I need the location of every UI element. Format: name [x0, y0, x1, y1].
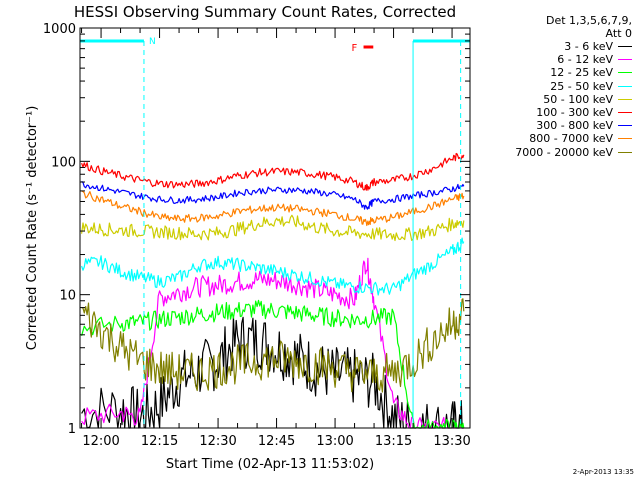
- legend-entry-label: 25 - 50 keV: [550, 79, 613, 93]
- legend-entry-label: 100 - 300 keV: [536, 106, 613, 120]
- x-tick-label: 13:00: [316, 434, 353, 449]
- x-axis-label: Start Time (02-Apr-13 11:53:02): [166, 457, 374, 472]
- legend-entry-label: 3 - 6 keV: [564, 40, 613, 54]
- series-line-6: [81, 180, 465, 210]
- legend-entry: 300 - 800 keV: [486, 119, 632, 132]
- legend-swatch: [618, 125, 632, 127]
- y-tick-label: 100: [51, 155, 76, 170]
- legend-entry-label: 800 - 7000 keV: [529, 132, 613, 146]
- legend-entry: 800 - 7000 keV: [486, 132, 632, 145]
- generation-date: 2-Apr-2013 13:35: [572, 468, 634, 476]
- series-line-1: [81, 257, 464, 429]
- series-line-8: [81, 298, 465, 393]
- y-tick-label: 1000: [43, 22, 76, 37]
- legend-entry-label: 300 - 800 keV: [536, 119, 613, 133]
- legend-entry-label: 12 - 25 keV: [550, 66, 613, 80]
- flare-flag-label: F: [352, 43, 358, 54]
- legend-swatch: [618, 59, 632, 61]
- y-axis-label: Corrected Count Rate (s⁻¹ detector⁻¹): [25, 106, 40, 351]
- legend-entry: 6 - 12 keV: [486, 53, 632, 66]
- series-line-3: [81, 237, 465, 296]
- x-tick-label: 12:45: [258, 434, 295, 449]
- legend-entry-label: 50 - 100 keV: [543, 92, 613, 106]
- x-tick-label: 12:15: [141, 434, 178, 449]
- legend-swatch: [618, 151, 632, 153]
- legend-header-attenuator: Att 0: [605, 27, 632, 40]
- legend-entry-label: 6 - 12 keV: [557, 53, 613, 67]
- chart-title: HESSI Observing Summary Count Rates, Cor…: [74, 3, 456, 21]
- night-flag-label: N: [149, 37, 156, 47]
- legend-entry: 25 - 50 keV: [486, 80, 632, 93]
- x-tick-label: 13:30: [433, 434, 470, 449]
- y-tick-label: 10: [59, 289, 76, 304]
- series-line-4: [81, 214, 465, 242]
- legend-swatch: [618, 98, 632, 100]
- legend-entry: 12 - 25 keV: [486, 66, 632, 79]
- legend-swatch: [618, 138, 632, 140]
- legend-swatch: [618, 72, 632, 74]
- series-line-5: [81, 152, 465, 191]
- legend-entry: 50 - 100 keV: [486, 93, 632, 106]
- series-line-0: [81, 315, 464, 429]
- chart-legend: Det 1,3,5,6,7,9, Att 0 3 - 6 keV 6 - 12 k…: [486, 14, 632, 159]
- legend-header: Det 1,3,5,6,7,9, Att 0: [486, 14, 632, 40]
- x-tick-label: 12:30: [199, 434, 236, 449]
- legend-swatch: [618, 46, 632, 48]
- legend-swatch: [618, 85, 632, 87]
- legend-entry: 100 - 300 keV: [486, 106, 632, 119]
- legend-header-detectors: Det 1,3,5,6,7,9,: [545, 14, 632, 27]
- x-tick-label: 13:15: [375, 434, 412, 449]
- series-line-2: [81, 299, 465, 429]
- legend-entry: 7000 - 20000 keV: [486, 146, 632, 159]
- series-line-7: [81, 190, 465, 227]
- y-tick-label: 1: [68, 422, 76, 437]
- legend-entry: 3 - 6 keV: [486, 40, 632, 53]
- legend-swatch: [618, 112, 632, 114]
- plot-frame: [79, 27, 471, 429]
- legend-entry-label: 7000 - 20000 keV: [515, 145, 613, 159]
- x-tick-label: 12:00: [82, 434, 119, 449]
